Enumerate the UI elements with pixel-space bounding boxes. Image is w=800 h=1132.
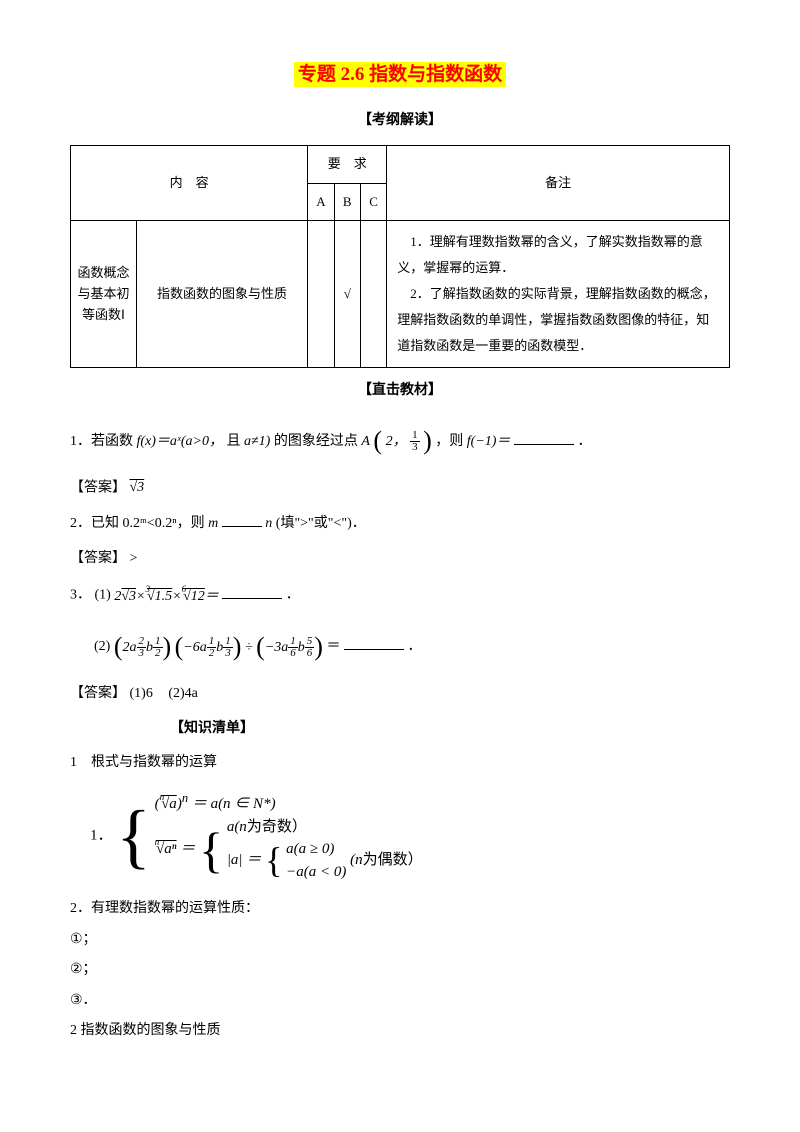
p3-text: 3． — [70, 588, 91, 603]
col-c: C — [360, 183, 386, 221]
cell-b: √ — [334, 221, 360, 368]
brace-icon: { — [116, 804, 151, 869]
note-cell: 1．理解有理数指数幂的含义，了解实数指数幂的意义，掌握幂的运算． 2．了解指数函… — [387, 221, 730, 368]
header-content: 内 容 — [71, 145, 308, 221]
answer-1: 【答案】 √3 — [70, 477, 730, 500]
p2-m: m — [208, 510, 218, 538]
ans-label: 【答案】 — [70, 480, 126, 495]
cat2: 指数函数的图象与性质 — [136, 221, 307, 368]
ans-label: 【答案】 — [70, 686, 126, 701]
p1-end: ． — [577, 434, 591, 449]
cell-a — [308, 221, 334, 368]
blank — [344, 636, 404, 650]
k2-title: 2．有理数指数幂的运算性质： — [70, 898, 730, 920]
p1-text-b: 且 — [227, 434, 245, 449]
brace-icon: { — [199, 830, 223, 870]
blank — [514, 431, 574, 445]
p3-1-label: (1) — [95, 588, 111, 603]
k3-title: 2 指数函数的图象与性质 — [70, 1020, 730, 1042]
p2-text-a: 2．已知 0.2ᵐ<0.2ⁿ，则 — [70, 516, 208, 531]
p1-ane: a≠1) — [244, 428, 270, 456]
p1-text-a: 1．若函数 — [70, 434, 137, 449]
problem-3-2: (2) (2a23b12) (−6a12b13) ÷ (−3a16b56) ＝ … — [94, 621, 730, 673]
section-syllabus: 【考纲解读】 — [70, 110, 730, 132]
problem-1: 1．若函数 f(x)＝aˣ(a>0， 且 a≠1) 的图象经过点 A ( 2， … — [70, 415, 730, 467]
section-textbook: 【直击教材】 — [70, 380, 730, 402]
ans-1: (1)6 — [130, 686, 153, 701]
p3-2-expr: (2a23b12) (−6a12b13) ÷ (−3a16b56) — [114, 621, 323, 673]
blank — [222, 585, 282, 599]
k1-title: 1 根式与指数幂的运算 — [70, 752, 730, 774]
formula-line-1: (n√a)n ＝ a(n ∈ N*) — [155, 789, 423, 816]
ans-label: 【答案】 — [70, 551, 126, 566]
p1-fneg1: f(−1)＝ — [467, 428, 511, 456]
ans-val: √3 — [130, 477, 145, 499]
title-text: 专题 2.6 指数与指数函数 — [294, 62, 506, 87]
p2-n: n — [265, 510, 272, 538]
p3-2-label: (2) — [94, 639, 110, 654]
ans-val: > — [130, 551, 138, 566]
table-row: 内 容 要 求 备注 — [71, 145, 730, 183]
cat1: 函数概念与基本初等函数Ⅰ — [71, 221, 137, 368]
math-formula-1: 1． { (n√a)n ＝ a(n ∈ N*) n√aⁿ ＝ { a(n为奇数）… — [90, 789, 730, 883]
brace-icon: { — [265, 848, 282, 873]
formula-line-2e: −a(a < 0) — [286, 861, 346, 884]
formula-line-2b: a(n为奇数） — [227, 816, 423, 839]
k2-2: ②； — [70, 959, 730, 981]
blank — [222, 513, 262, 527]
syllabus-table: 内 容 要 求 备注 A B C 函数概念与基本初等函数Ⅰ 指数函数的图象与性质… — [70, 145, 730, 369]
answer-2: 【答案】 > — [70, 548, 730, 570]
section-knowledge: 【知识清单】 — [170, 718, 730, 740]
cell-c — [360, 221, 386, 368]
formula-line-2: n√aⁿ ＝ { a(n为奇数） |a| ＝ { a(a ≥ 0) −a(a <… — [155, 816, 423, 884]
problem-3: 3． (1) 2√3×3√1.5×6√12＝ ． — [70, 580, 730, 611]
k2-3: ③． — [70, 990, 730, 1012]
p2-text-b: (填">"或"<")． — [276, 516, 366, 531]
rparen-icon: ) — [423, 426, 432, 455]
p1-point-val: 2， — [386, 428, 407, 456]
answer-3: 【答案】 (1)6 (2)4a — [70, 683, 730, 705]
formula-line-2c: |a| ＝ { a(a ≥ 0) −a(a < 0) (n为偶数） — [227, 838, 423, 883]
p3-2-end: ＝ — [326, 639, 340, 654]
p3-1-end: ． — [286, 588, 300, 603]
k1-num: 1． — [90, 828, 113, 844]
p1-fx: f(x)＝aˣ(a>0， — [137, 428, 224, 456]
col-b: B — [334, 183, 360, 221]
header-note: 备注 — [387, 145, 730, 221]
p1-text-c: 的图象经过点 — [274, 434, 362, 449]
k2-1: ①； — [70, 929, 730, 951]
p3-1-expr: 2√3×3√1.5×6√12＝ — [114, 580, 218, 611]
col-a: A — [308, 183, 334, 221]
page-title: 专题 2.6 指数与指数函数 — [70, 60, 730, 90]
header-req: 要 求 — [308, 145, 387, 183]
ans-2: (2)4a — [168, 686, 198, 701]
problem-2: 2．已知 0.2ᵐ<0.2ⁿ，则 m n (填">"或"<")． — [70, 510, 730, 538]
p1-text-d: ，则 — [435, 434, 467, 449]
formula-line-2d: a(a ≥ 0) — [286, 838, 346, 861]
table-row: 函数概念与基本初等函数Ⅰ 指数函数的图象与性质 √ 1．理解有理数指数幂的含义，… — [71, 221, 730, 368]
p1-point-a: A — [361, 428, 370, 456]
lparen-icon: ( — [373, 426, 382, 455]
p3-2-dot: ． — [407, 639, 421, 654]
frac-1-3: 13 — [410, 430, 420, 453]
